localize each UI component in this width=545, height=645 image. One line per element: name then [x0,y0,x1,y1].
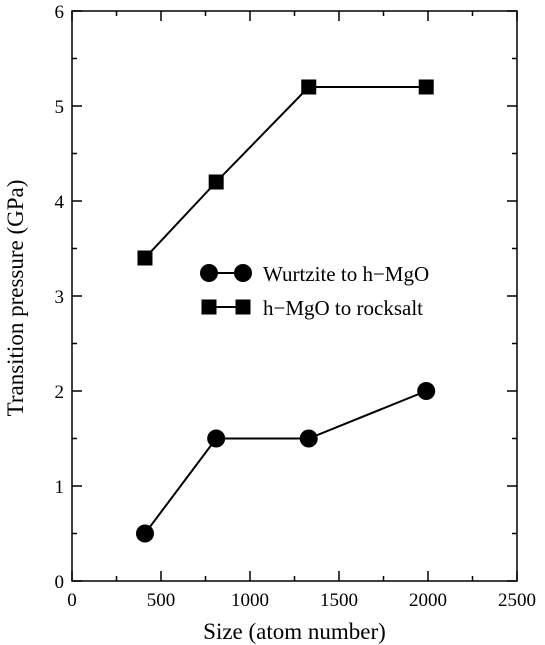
legend-marker-square [235,299,251,315]
tick-labels: 0 500 1000 1500 2000 2500 0 1 2 3 4 5 6 [55,2,537,611]
x-tick-label: 0 [67,590,77,611]
data-point-square [137,250,153,266]
data-point-square [418,79,434,95]
y-tick-label: 6 [55,2,65,23]
y-tick-label: 1 [55,477,65,498]
data-point-circle [207,429,226,448]
data-point-circle [417,382,436,400]
legend: Wurtzite to h−MgO h−MgO to rocksalt [200,262,429,320]
y-tick-label: 2 [55,382,65,403]
y-tick-label: 3 [55,287,65,308]
legend-label: Wurtzite to h−MgO [263,262,429,286]
legend-marker-circle [234,264,252,282]
data-point-circle [299,429,318,448]
data-point-circle [135,524,154,543]
y-tick-label: 5 [55,97,65,118]
series-line-square [144,86,427,259]
data-point-square [301,79,317,95]
legend-marker-circle [200,264,218,282]
legend-label: h−MgO to rocksalt [263,296,423,320]
x-tick-label: 1000 [231,590,269,611]
x-axis-title: Size (atom number) [203,619,386,644]
data-point-square [208,174,224,190]
y-tick-label: 0 [55,572,65,593]
legend-marker-square [201,299,217,315]
y-tick-label: 4 [55,192,65,213]
x-tick-label: 2000 [409,590,447,611]
x-tick-label: 2500 [498,590,536,611]
plot-area-frame [71,10,518,582]
x-tick-label: 1500 [320,590,358,611]
y-axis-title: Transition pressure (GPa) [3,180,28,417]
series-layer [135,79,436,543]
x-tick-label: 500 [147,590,176,611]
series-line-circle [144,390,427,535]
